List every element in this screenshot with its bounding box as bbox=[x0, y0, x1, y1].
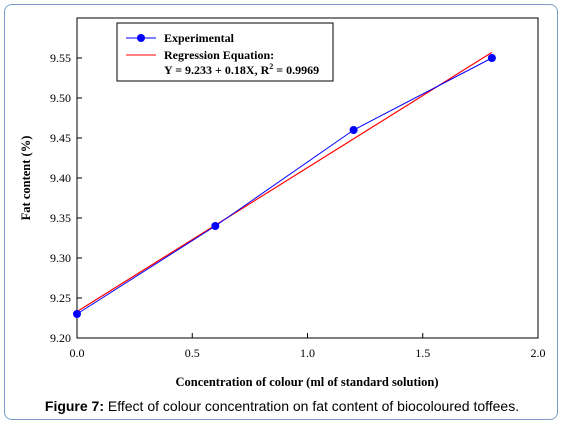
legend-box bbox=[116, 22, 334, 82]
caption-text: Effect of colour concentration on fat co… bbox=[107, 398, 520, 414]
y-tick-label: 9.35 bbox=[50, 211, 71, 225]
legend-regression-label: Regression Equation: bbox=[164, 48, 274, 62]
x-tick-label: 1.5 bbox=[415, 346, 430, 360]
x-axis-title: Concentration of colour (ml of standard … bbox=[176, 375, 439, 389]
equation-prefix: Y = 9.233 + 0.18X, R bbox=[164, 63, 270, 77]
equation-suffix: = 0.9969 bbox=[273, 63, 319, 77]
x-tick-label: 1.0 bbox=[300, 346, 315, 360]
equation-superscript: 2 bbox=[269, 62, 273, 71]
y-axis-title: Fat content (%) bbox=[19, 136, 33, 221]
y-tick-label: 9.55 bbox=[50, 51, 71, 65]
series-layer bbox=[73, 51, 496, 318]
legend-experimental-label: Experimental bbox=[164, 31, 235, 45]
figure-caption: Figure 7: Effect of colour concentration… bbox=[0, 398, 564, 414]
x-tick-label: 2.0 bbox=[531, 346, 546, 360]
y-axis: 9.20 9.25 9.30 9.35 9.40 9.45 9.50 9.55 bbox=[50, 51, 82, 345]
y-tick-label: 9.25 bbox=[50, 291, 71, 305]
experimental-point bbox=[349, 126, 358, 134]
regression-line bbox=[76, 51, 493, 313]
y-tick-label: 9.50 bbox=[50, 91, 71, 105]
x-tick-label: 0.0 bbox=[70, 346, 85, 360]
y-tick-label: 9.30 bbox=[50, 251, 71, 265]
legend: Experimental Regression Equation: Y = 9.… bbox=[116, 22, 334, 82]
caption-label: Figure 7: bbox=[44, 398, 105, 414]
legend-experimental-marker bbox=[137, 34, 145, 42]
x-axis: 0.0 0.5 1.0 1.5 2.0 bbox=[70, 333, 546, 360]
y-tick-label: 9.45 bbox=[50, 131, 71, 145]
y-tick-label: 9.40 bbox=[50, 171, 71, 185]
legend-regression-equation: Y = 9.233 + 0.18X, R2 = 0.9969 bbox=[164, 62, 319, 77]
experimental-point bbox=[487, 54, 496, 62]
y-tick-label: 9.20 bbox=[50, 331, 71, 345]
experimental-point bbox=[211, 222, 220, 230]
experimental-point bbox=[73, 310, 81, 318]
experimental-line bbox=[76, 57, 493, 315]
x-tick-label: 0.5 bbox=[185, 346, 200, 360]
